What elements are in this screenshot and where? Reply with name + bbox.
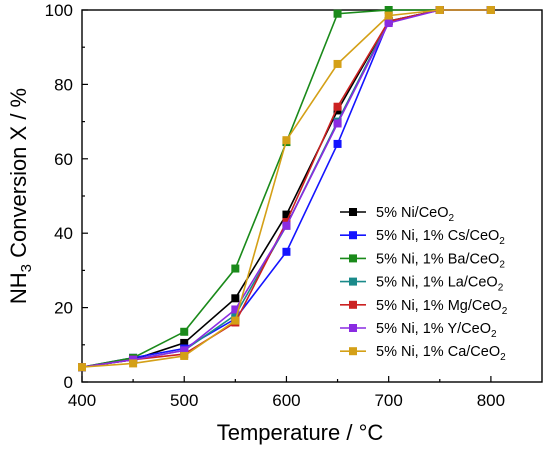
data-point bbox=[231, 316, 240, 325]
legend-item: 5% Ni, 1% Ba/CeO2 bbox=[340, 251, 505, 270]
series-5 bbox=[78, 6, 495, 372]
data-point bbox=[384, 6, 393, 14]
legend-item: 5% Ni, 1% Mg/CeO2 bbox=[340, 298, 508, 317]
y-tick-label: 100 bbox=[45, 1, 73, 20]
y-axis-title-sub: 3 bbox=[18, 264, 35, 272]
legend-label-sub: 2 bbox=[449, 213, 455, 224]
data-point bbox=[282, 210, 291, 219]
data-point bbox=[384, 19, 393, 28]
legend-label-main: 5% Ni, 1% Y/CeO bbox=[376, 321, 491, 337]
legend-item: 5% Ni, 1% La/CeO2 bbox=[340, 275, 504, 294]
legend-marker bbox=[349, 254, 357, 263]
data-point bbox=[180, 338, 189, 347]
data-point bbox=[333, 139, 342, 148]
series-2 bbox=[78, 6, 495, 372]
legend-item: 5% Ni, 1% Cs/CeO2 bbox=[340, 228, 505, 247]
y-tick-label: 0 bbox=[64, 373, 73, 392]
data-point bbox=[486, 6, 495, 14]
data-point bbox=[180, 327, 189, 336]
legend-label-sub: 2 bbox=[498, 283, 504, 294]
x-axis-title: Temperature / °C bbox=[217, 420, 384, 445]
legend-label-sub: 2 bbox=[499, 236, 505, 247]
x-tick-label: 400 bbox=[68, 391, 96, 410]
data-point bbox=[333, 102, 342, 111]
legend-marker bbox=[349, 277, 357, 286]
x-tick-label: 800 bbox=[477, 391, 505, 410]
legend-label-main: 5% Ni, 1% Mg/CeO bbox=[376, 298, 502, 314]
legend-marker bbox=[349, 347, 357, 356]
series-6 bbox=[78, 6, 495, 372]
legend-label: 5% Ni, 1% Cs/CeO2 bbox=[376, 228, 505, 247]
y-axis-title-main: NH bbox=[6, 272, 31, 304]
series-3 bbox=[78, 6, 495, 372]
legend-label-sub: 2 bbox=[500, 352, 506, 363]
x-tick-label: 700 bbox=[374, 391, 402, 410]
data-point bbox=[231, 294, 240, 303]
data-point bbox=[231, 305, 240, 314]
y-tick-label: 20 bbox=[54, 299, 73, 318]
data-point bbox=[282, 221, 291, 230]
legend-label-sub: 2 bbox=[499, 259, 505, 270]
data-point bbox=[435, 6, 444, 14]
x-tick-label: 500 bbox=[170, 391, 198, 410]
data-point bbox=[180, 346, 189, 355]
data-point bbox=[231, 264, 240, 273]
legend-label-main: 5% Ni, 1% Cs/CeO bbox=[376, 228, 499, 244]
legend-label: 5% Ni/CeO2 bbox=[376, 205, 455, 224]
series-4 bbox=[78, 6, 495, 372]
legend-label-main: 5% Ni, 1% La/CeO bbox=[376, 275, 498, 291]
legend-marker bbox=[349, 324, 357, 332]
data-point bbox=[129, 359, 138, 368]
y-axis-title: NH3 Conversion X / % bbox=[6, 88, 35, 304]
series-0 bbox=[78, 6, 495, 372]
legend-label: 5% Ni, 1% Ca/CeO2 bbox=[376, 344, 506, 363]
y-tick-label: 80 bbox=[54, 75, 73, 94]
y-tick-label: 60 bbox=[54, 150, 73, 169]
axis-ticks: 400 500 600 700 800 0 20 40 60 80 100 bbox=[45, 1, 505, 410]
data-point bbox=[282, 247, 291, 256]
data-point bbox=[384, 11, 393, 20]
y-axis-title-rest: Conversion X / % bbox=[6, 88, 31, 264]
legend-label: 5% Ni, 1% Mg/CeO2 bbox=[376, 298, 508, 317]
legend-label-sub: 2 bbox=[502, 306, 508, 317]
data-point bbox=[78, 363, 86, 372]
legend-item: 5% Ni, 1% Y/CeO2 bbox=[340, 321, 497, 340]
legend-marker bbox=[349, 208, 357, 216]
data-point bbox=[282, 136, 291, 145]
legend-label: 5% Ni, 1% Ba/CeO2 bbox=[376, 251, 505, 270]
x-tick-label: 600 bbox=[272, 391, 300, 410]
y-tick-label: 40 bbox=[54, 224, 73, 243]
data-point bbox=[231, 311, 240, 320]
legend-item: 5% Ni/CeO2 bbox=[340, 205, 455, 224]
legend-label-main: 5% Ni, 1% Ba/CeO bbox=[376, 251, 499, 267]
series-layer bbox=[78, 6, 495, 372]
data-point bbox=[333, 59, 342, 68]
legend-label-main: 5% Ni/CeO bbox=[376, 205, 449, 221]
series-1 bbox=[78, 6, 495, 372]
legend-label: 5% Ni, 1% La/CeO2 bbox=[376, 275, 504, 294]
data-point bbox=[333, 9, 342, 18]
legend-item: 5% Ni, 1% Ca/CeO2 bbox=[340, 344, 506, 363]
legend-label-sub: 2 bbox=[491, 329, 497, 340]
data-point bbox=[180, 351, 189, 360]
legend-marker bbox=[349, 231, 357, 240]
data-point bbox=[333, 119, 342, 128]
legend-label: 5% Ni, 1% Y/CeO2 bbox=[376, 321, 497, 340]
legend-marker bbox=[349, 300, 357, 309]
legend-label-main: 5% Ni, 1% Ca/CeO bbox=[376, 344, 500, 360]
